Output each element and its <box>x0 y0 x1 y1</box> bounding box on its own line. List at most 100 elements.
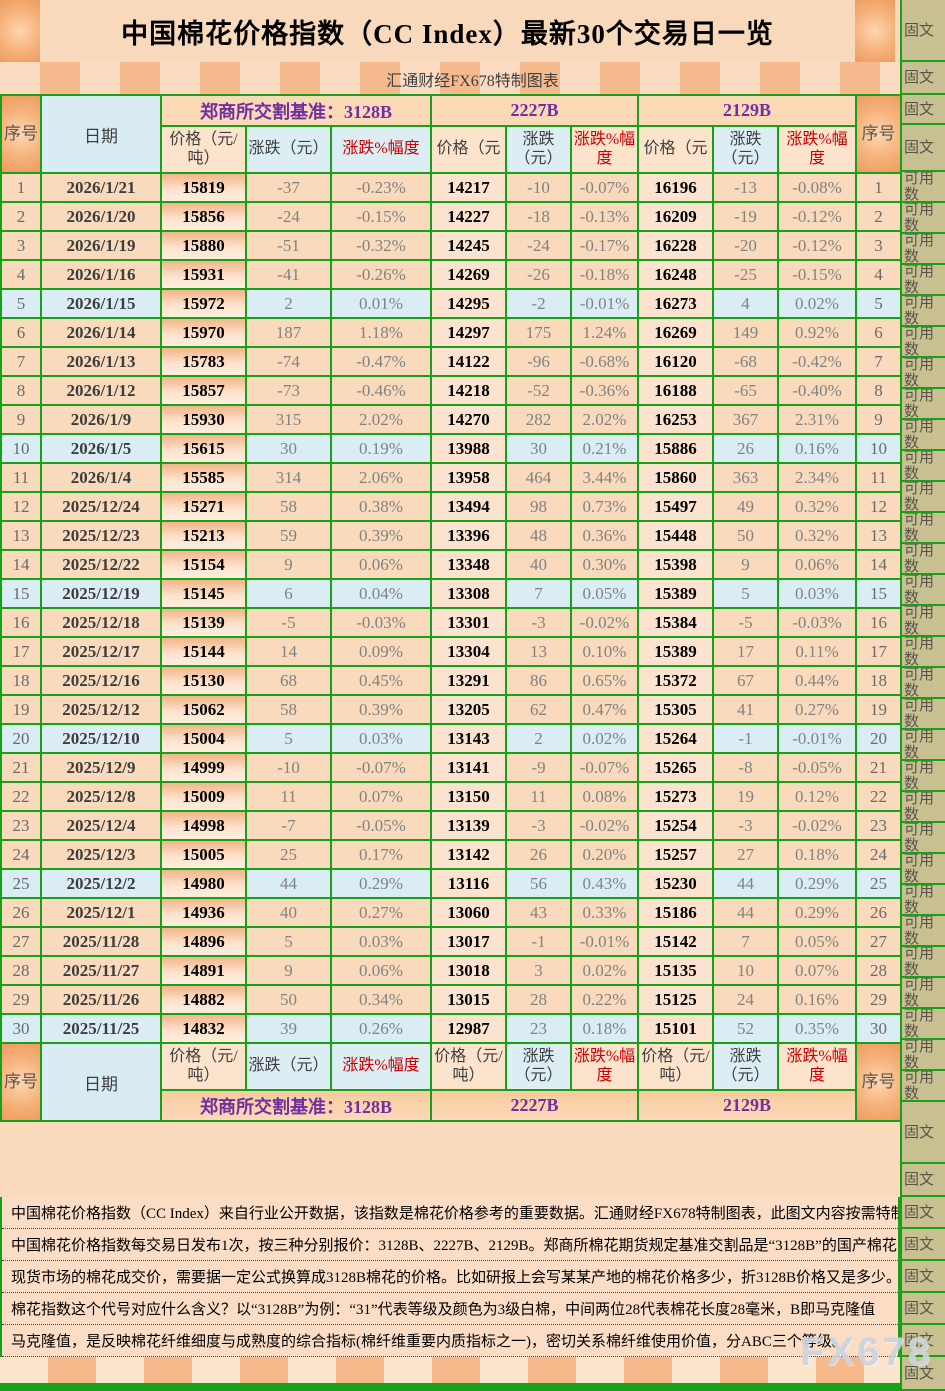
subheader-price-2227b: 价格（元 <box>430 125 507 174</box>
cell-change-2227b: -52 <box>505 375 572 406</box>
cell-price-2227b: 13291 <box>430 665 507 696</box>
cell-pct-2129b: 2.31% <box>777 404 857 435</box>
table-row: 27 2025/11/28 14896 5 0.03% 13017 -1 -0.01% 1514… <box>0 926 902 957</box>
cell-pct-2129b: -0.12% <box>777 201 857 232</box>
cell-change-2227b: 282 <box>505 404 572 435</box>
sidebar-cell-data: 可用数 <box>900 203 945 234</box>
cell-change-3128b: -5 <box>245 607 332 638</box>
cell-change-2227b: 26 <box>505 839 572 870</box>
cell-price-2129b: 16248 <box>637 259 714 290</box>
cell-pct-3128b: -0.26% <box>330 259 432 290</box>
cell-pct-3128b: 0.34% <box>330 984 432 1015</box>
note-text: 现货市场的棉花成交价，需要据一定公式换算成3128B棉花的价格。比如研报上会写某… <box>2 1261 898 1293</box>
cell-price-3128b: 15930 <box>160 404 247 435</box>
cell-date: 2026/1/4 <box>40 462 162 493</box>
cell-change-2129b: -5 <box>712 607 779 638</box>
cell-price-3128b: 14980 <box>160 868 247 899</box>
cell-pct-2227b: 0.22% <box>570 984 639 1015</box>
cell-pct-2227b: 0.08% <box>570 781 639 812</box>
cell-date: 2026/1/14 <box>40 317 162 348</box>
sidebar-column: 固文 固文 固文 固文 可用数 可用数 可用数 可用数 可用数 可用数 可用数 可用数 可用数 可用数 可用… <box>900 0 945 1391</box>
cell-pct-2129b: -0.05% <box>777 752 857 783</box>
cell-seq-right: 13 <box>855 520 902 551</box>
cell-change-2129b: -1 <box>712 723 779 754</box>
cell-price-2129b: 15186 <box>637 897 714 928</box>
sidebar-cell-fixed: 固文 <box>900 1293 945 1325</box>
cell-seq: 18 <box>0 665 42 696</box>
cell-seq-right: 9 <box>855 404 902 435</box>
cell-seq-right: 22 <box>855 781 902 812</box>
cell-change-2227b: 3 <box>505 955 572 986</box>
cell-price-3128b: 14998 <box>160 810 247 841</box>
cell-change-2129b: 4 <box>712 288 779 319</box>
cell-pct-2129b: 0.29% <box>777 868 857 899</box>
cell-seq-right: 8 <box>855 375 902 406</box>
cell-price-3128b: 14896 <box>160 926 247 957</box>
cell-date: 2025/12/16 <box>40 665 162 696</box>
subheader-pct-2129b: 涨跌%幅度 <box>777 125 857 174</box>
cell-seq: 3 <box>0 230 42 261</box>
cell-price-2129b: 15384 <box>637 607 714 638</box>
cell-pct-3128b: 0.04% <box>330 578 432 609</box>
cell-change-2129b: 44 <box>712 868 779 899</box>
cell-date: 2025/12/12 <box>40 694 162 725</box>
cell-date: 2026/1/9 <box>40 404 162 435</box>
cell-seq: 14 <box>0 549 42 580</box>
cell-date: 2025/12/23 <box>40 520 162 551</box>
cell-change-2227b: -18 <box>505 201 572 232</box>
cell-date: 2025/12/17 <box>40 636 162 667</box>
cell-price-3128b: 15005 <box>160 839 247 870</box>
sidebar-cell-data: 可用数 <box>900 823 945 854</box>
cell-pct-3128b: 0.06% <box>330 549 432 580</box>
table-row: 23 2025/12/4 14998 -7 -0.05% 13139 -3 -0.02% 152… <box>0 810 902 841</box>
cell-price-3128b: 15585 <box>160 462 247 493</box>
cell-change-2227b: 56 <box>505 868 572 899</box>
cell-pct-2129b: 2.34% <box>777 462 857 493</box>
cell-seq: 16 <box>0 607 42 638</box>
cell-seq-right: 14 <box>855 549 902 580</box>
cell-pct-2227b: -0.01% <box>570 288 639 319</box>
cell-pct-2129b: 0.11% <box>777 636 857 667</box>
cell-date: 2026/1/12 <box>40 375 162 406</box>
cell-change-2227b: 175 <box>505 317 572 348</box>
cell-date: 2026/1/21 <box>40 172 162 203</box>
cell-seq: 21 <box>0 752 42 783</box>
footer-subheader-chg-2129b: 涨跌（元） <box>712 1042 779 1091</box>
cell-price-2227b: 12987 <box>430 1013 507 1044</box>
sidebar-cell-data: 可用数 <box>900 575 945 606</box>
note-text: 中国棉花价格指数每交易日发布1次，按三种分别报价：3128B、2227B、212… <box>2 1229 898 1261</box>
cell-change-2227b: 2 <box>505 723 572 754</box>
cell-pct-2227b: -0.07% <box>570 172 639 203</box>
subheader-chg-2227b: 涨跌（元） <box>505 125 572 174</box>
cell-seq: 10 <box>0 433 42 464</box>
subheader-chg-2129b: 涨跌（元） <box>712 125 779 174</box>
cell-change-3128b: 39 <box>245 1013 332 1044</box>
table-row: 18 2025/12/16 15130 68 0.45% 13291 86 0.65% 1537… <box>0 665 902 696</box>
cell-seq: 13 <box>0 520 42 551</box>
cell-price-2129b: 16273 <box>637 288 714 319</box>
table-row: 26 2025/12/1 14936 40 0.27% 13060 43 0.33% 15186… <box>0 897 902 928</box>
cell-date: 2025/11/26 <box>40 984 162 1015</box>
cell-price-2227b: 14269 <box>430 259 507 290</box>
sidebar-cell-data: 可用数 <box>900 420 945 451</box>
cell-pct-2129b: 0.16% <box>777 433 857 464</box>
cell-pct-2227b: -0.68% <box>570 346 639 377</box>
cell-seq-right: 30 <box>855 1013 902 1044</box>
cell-change-2227b: -10 <box>505 172 572 203</box>
header-date: 日期 <box>40 94 162 174</box>
cell-change-3128b: 315 <box>245 404 332 435</box>
cell-pct-2129b: 0.35% <box>777 1013 857 1044</box>
cell-price-2227b: 14122 <box>430 346 507 377</box>
cell-price-2227b: 14295 <box>430 288 507 319</box>
cell-price-2227b: 13304 <box>430 636 507 667</box>
cell-price-2129b: 15257 <box>637 839 714 870</box>
cell-price-2129b: 15398 <box>637 549 714 580</box>
cell-change-3128b: 9 <box>245 549 332 580</box>
cell-change-2227b: 48 <box>505 520 572 551</box>
cell-change-3128b: 14 <box>245 636 332 667</box>
cell-date: 2025/11/28 <box>40 926 162 957</box>
cell-seq: 11 <box>0 462 42 493</box>
cell-pct-3128b: -0.46% <box>330 375 432 406</box>
subtitle-band: 汇通财经FX678特制图表 <box>0 62 945 95</box>
cell-seq-right: 23 <box>855 810 902 841</box>
